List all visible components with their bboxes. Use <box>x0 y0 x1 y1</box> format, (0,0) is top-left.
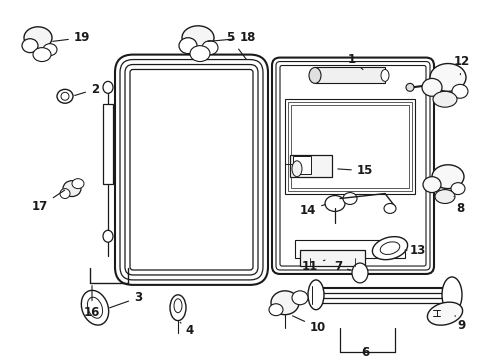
Ellipse shape <box>308 67 320 84</box>
Ellipse shape <box>190 46 209 62</box>
FancyBboxPatch shape <box>130 69 252 270</box>
Ellipse shape <box>441 277 461 313</box>
Text: 4: 4 <box>180 323 194 337</box>
FancyBboxPatch shape <box>271 58 433 274</box>
FancyBboxPatch shape <box>115 55 267 285</box>
Ellipse shape <box>383 203 395 213</box>
Text: 6: 6 <box>360 346 368 359</box>
Text: 15: 15 <box>337 164 372 177</box>
FancyBboxPatch shape <box>280 66 425 266</box>
Ellipse shape <box>33 48 51 62</box>
Text: 8: 8 <box>453 197 463 215</box>
Bar <box>289 155 331 177</box>
FancyBboxPatch shape <box>275 62 429 270</box>
Ellipse shape <box>451 84 467 98</box>
Ellipse shape <box>268 304 283 316</box>
Ellipse shape <box>63 181 81 197</box>
Ellipse shape <box>422 177 440 193</box>
Ellipse shape <box>61 92 69 100</box>
Text: 13: 13 <box>404 244 425 257</box>
Ellipse shape <box>342 193 356 204</box>
Ellipse shape <box>81 291 108 325</box>
Ellipse shape <box>427 302 462 325</box>
Text: 2: 2 <box>75 83 99 96</box>
Text: 9: 9 <box>454 316 465 332</box>
Ellipse shape <box>22 39 38 53</box>
Ellipse shape <box>174 299 182 313</box>
Bar <box>285 99 414 194</box>
Ellipse shape <box>291 291 307 305</box>
Ellipse shape <box>43 44 57 55</box>
Ellipse shape <box>270 291 298 315</box>
FancyBboxPatch shape <box>125 64 258 275</box>
Ellipse shape <box>24 27 52 49</box>
Text: 10: 10 <box>292 316 325 334</box>
Text: 16: 16 <box>83 286 100 319</box>
Bar <box>292 156 310 174</box>
Text: 7: 7 <box>333 260 349 273</box>
Bar <box>294 240 404 258</box>
Ellipse shape <box>72 179 84 189</box>
Ellipse shape <box>372 237 407 260</box>
Ellipse shape <box>170 295 185 321</box>
Ellipse shape <box>103 230 113 242</box>
Ellipse shape <box>351 263 367 283</box>
Ellipse shape <box>202 41 218 55</box>
Ellipse shape <box>380 69 388 81</box>
Ellipse shape <box>421 78 441 96</box>
Ellipse shape <box>434 190 454 203</box>
Ellipse shape <box>432 91 456 107</box>
Bar <box>314 67 384 84</box>
Ellipse shape <box>380 242 399 255</box>
Bar <box>299 250 364 266</box>
Ellipse shape <box>291 161 302 177</box>
Text: 18: 18 <box>207 31 256 44</box>
Ellipse shape <box>429 63 465 91</box>
Ellipse shape <box>450 183 464 194</box>
Text: 3: 3 <box>109 291 142 308</box>
Text: 11: 11 <box>301 260 325 273</box>
Ellipse shape <box>307 280 324 310</box>
Bar <box>287 102 411 190</box>
Text: 5: 5 <box>225 31 246 59</box>
Text: 12: 12 <box>453 55 469 75</box>
Text: 14: 14 <box>299 204 325 217</box>
FancyBboxPatch shape <box>120 59 263 280</box>
Ellipse shape <box>57 89 73 103</box>
Ellipse shape <box>182 26 214 50</box>
Ellipse shape <box>325 195 345 211</box>
Ellipse shape <box>356 261 362 267</box>
Ellipse shape <box>87 297 102 318</box>
Bar <box>290 105 408 188</box>
Ellipse shape <box>431 165 463 189</box>
Text: 1: 1 <box>347 53 362 69</box>
Bar <box>103 104 113 184</box>
Text: 17: 17 <box>32 190 64 213</box>
Ellipse shape <box>405 84 413 91</box>
Ellipse shape <box>179 38 197 54</box>
Ellipse shape <box>103 81 113 93</box>
Ellipse shape <box>60 189 70 198</box>
Text: 19: 19 <box>53 31 90 44</box>
